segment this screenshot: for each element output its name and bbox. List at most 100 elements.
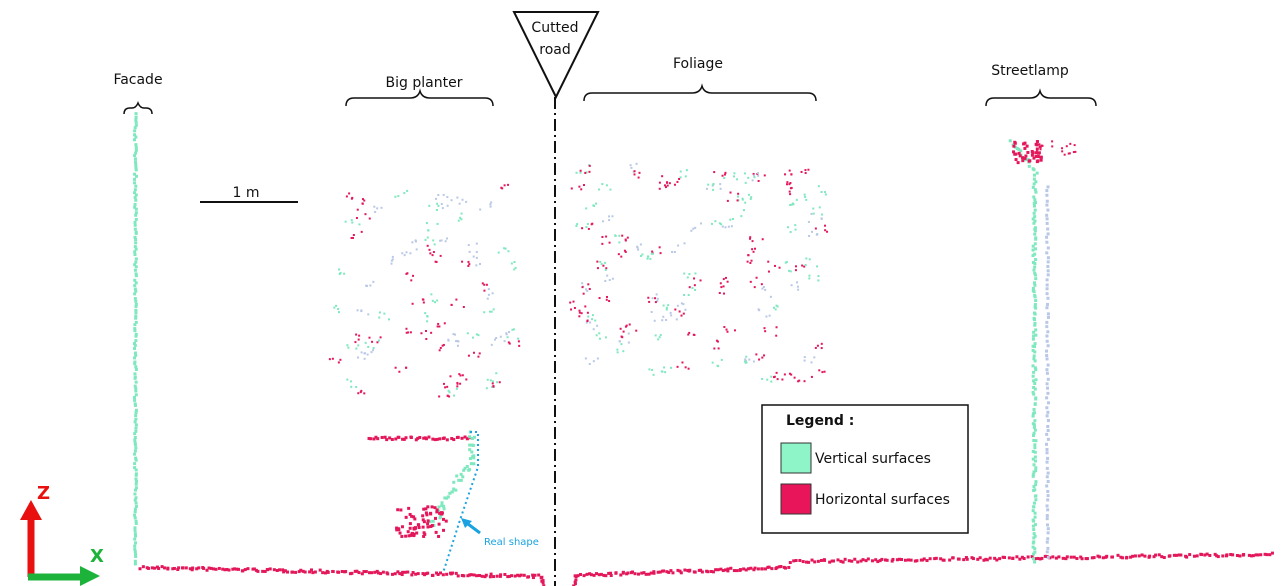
point (729, 567, 732, 570)
point (745, 362, 747, 364)
point (813, 356, 815, 358)
point (379, 311, 381, 313)
point (1131, 555, 1134, 558)
point (589, 321, 591, 323)
point (1047, 344, 1050, 347)
point (135, 423, 138, 426)
point (674, 309, 676, 311)
point (479, 263, 481, 265)
point (891, 558, 894, 561)
point (636, 163, 638, 165)
point (269, 567, 272, 570)
point (493, 308, 495, 310)
point (620, 328, 622, 330)
point (446, 386, 448, 388)
point (583, 574, 586, 577)
point (404, 535, 407, 538)
point (426, 222, 428, 224)
point (1200, 553, 1203, 556)
point (134, 241, 137, 244)
point (495, 372, 497, 374)
point (436, 209, 438, 211)
point (587, 223, 589, 225)
point (404, 254, 406, 256)
point (357, 344, 359, 346)
point (1179, 554, 1182, 557)
point (1033, 284, 1036, 287)
point (1045, 335, 1048, 338)
point (1034, 459, 1037, 462)
legend-item: Horizontal surfaces (815, 492, 950, 508)
point (266, 568, 269, 571)
point (446, 237, 448, 239)
point (134, 534, 137, 537)
point (133, 154, 136, 157)
point (345, 221, 347, 223)
point (1047, 246, 1050, 249)
point (856, 560, 859, 563)
point (1046, 475, 1049, 478)
point (426, 525, 429, 528)
point (867, 557, 870, 560)
point (471, 437, 474, 440)
point (492, 575, 495, 578)
point (1032, 157, 1035, 160)
point (663, 305, 665, 307)
point (1143, 555, 1146, 558)
point (515, 267, 517, 269)
point (1033, 382, 1036, 385)
point (588, 171, 590, 173)
point (473, 352, 475, 354)
point (357, 357, 359, 359)
point (344, 570, 347, 573)
point (1046, 278, 1049, 281)
point (1036, 143, 1039, 146)
point (789, 373, 791, 375)
point (367, 354, 369, 356)
point (579, 172, 581, 174)
point (622, 350, 624, 352)
point (635, 330, 637, 332)
point (633, 173, 635, 175)
point (606, 275, 608, 277)
point (1034, 295, 1037, 298)
point (825, 193, 827, 195)
point (1032, 415, 1035, 418)
point (1045, 433, 1048, 436)
point (135, 505, 138, 508)
point (647, 297, 649, 299)
point (768, 271, 770, 273)
point (587, 283, 589, 285)
point (1047, 494, 1050, 497)
point (435, 198, 437, 200)
point (134, 555, 137, 558)
point (1034, 512, 1037, 515)
point (805, 257, 807, 259)
point (449, 391, 451, 393)
legend-title: Legend : (786, 413, 854, 429)
point (1032, 520, 1035, 523)
point (683, 313, 685, 315)
point (747, 177, 749, 179)
point (1046, 508, 1049, 511)
point (1046, 547, 1049, 550)
point (403, 192, 405, 194)
point (773, 307, 775, 309)
point (134, 560, 137, 563)
point (788, 270, 790, 272)
point (134, 418, 137, 421)
point (1034, 274, 1037, 277)
point (576, 223, 578, 225)
point (1031, 150, 1034, 153)
point (1033, 212, 1036, 215)
point (495, 337, 497, 339)
point (602, 220, 604, 222)
point (1045, 236, 1048, 239)
point (202, 567, 205, 570)
point (468, 355, 470, 357)
point (410, 331, 412, 333)
point (397, 195, 399, 197)
point (423, 533, 426, 536)
point (585, 226, 587, 228)
point (758, 359, 760, 361)
